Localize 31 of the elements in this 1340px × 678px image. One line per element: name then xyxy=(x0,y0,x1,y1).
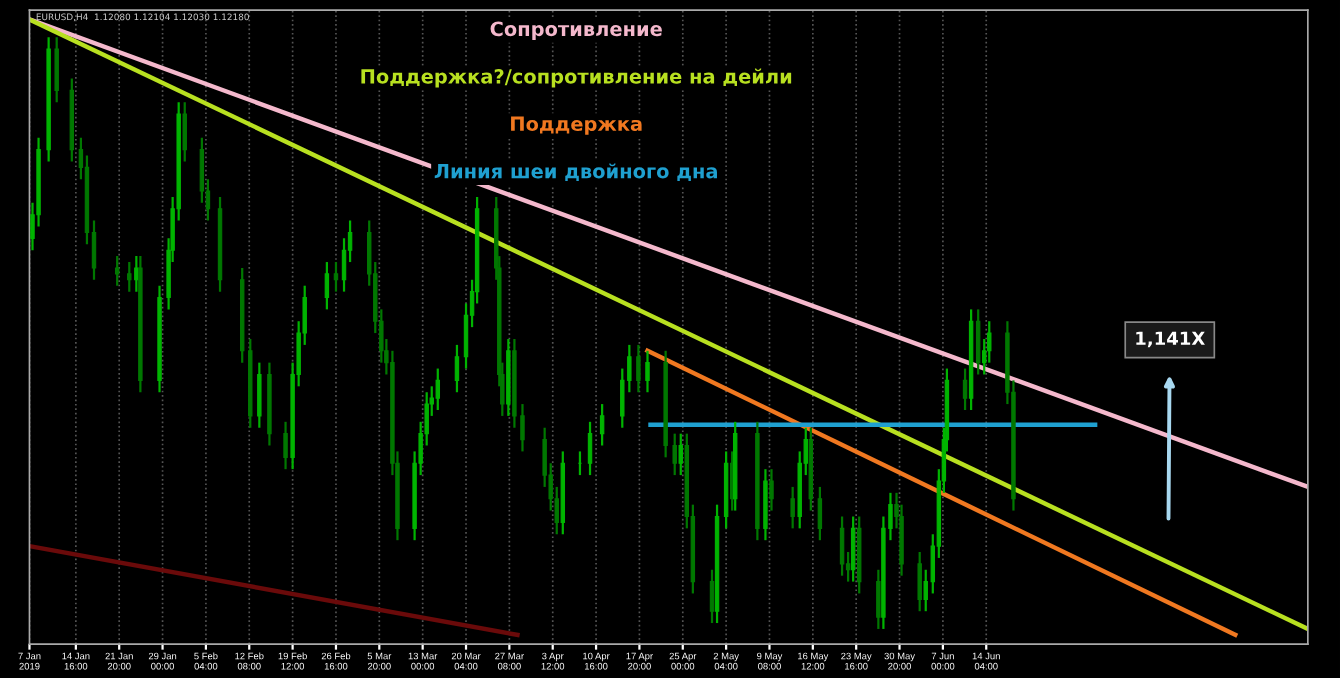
text: Линия шеи двойного дна xyxy=(434,163,717,181)
annotation: 1,141X xyxy=(1136,331,1205,348)
candlestick xyxy=(636,343,641,394)
candlestick xyxy=(876,568,881,631)
candlestick xyxy=(790,485,795,530)
candlestick xyxy=(917,550,922,613)
candlestick xyxy=(672,432,677,477)
candlestick xyxy=(454,343,460,394)
candlestick xyxy=(817,485,823,542)
candlestick xyxy=(678,432,683,477)
candlestick xyxy=(182,101,187,163)
candlestick xyxy=(54,36,59,104)
candlestick xyxy=(435,367,441,412)
text: Сопротивление xyxy=(490,21,662,40)
candlestick xyxy=(645,349,650,394)
candlestick xyxy=(134,255,139,293)
candlestick xyxy=(599,402,605,447)
candlestick xyxy=(962,367,968,412)
candlestick xyxy=(769,468,774,512)
candlestick xyxy=(127,260,132,293)
candlestick xyxy=(709,568,715,625)
candlestick xyxy=(114,255,120,287)
candlestick xyxy=(333,260,339,293)
text: Поддержка xyxy=(511,116,642,135)
candlestick xyxy=(283,420,288,471)
candlestick xyxy=(324,260,330,311)
candlestick xyxy=(257,361,262,429)
text: Поддержка?/сопротивление на дейли xyxy=(361,68,792,88)
candlestick xyxy=(763,468,768,542)
candlestick xyxy=(587,420,593,477)
candlestick xyxy=(839,515,845,577)
